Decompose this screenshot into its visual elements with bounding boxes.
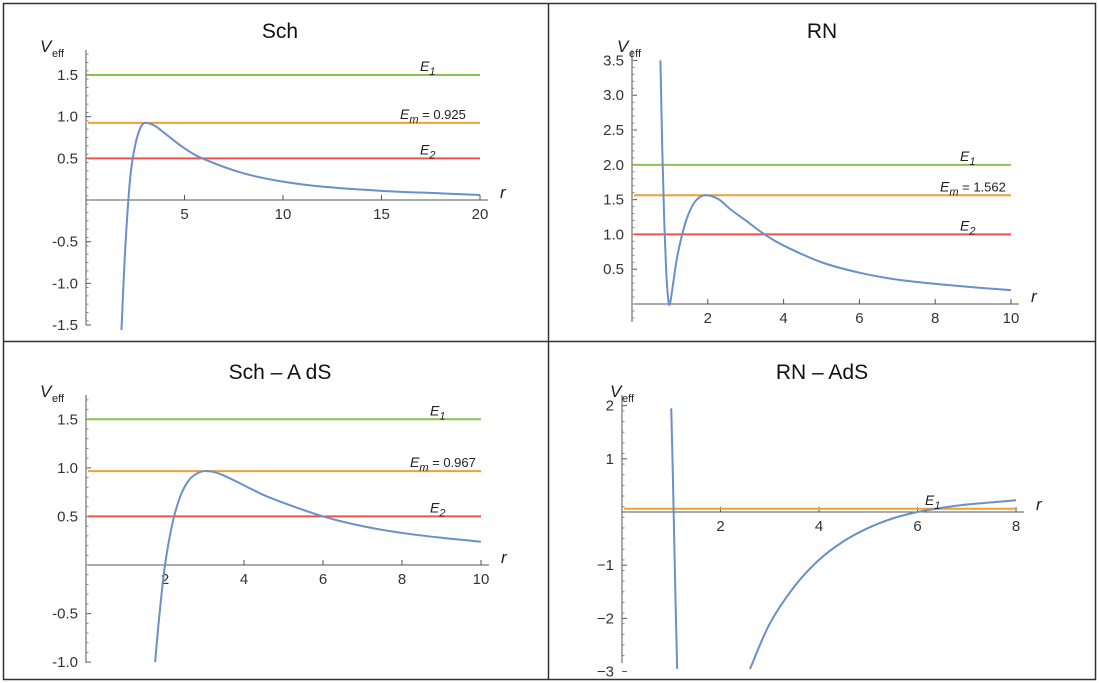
y-axis-label: V	[40, 37, 53, 56]
energy-label-1: E1	[960, 148, 975, 168]
x-tick-label: 4	[779, 310, 787, 327]
y-tick-label: 2.0	[603, 157, 624, 174]
panel-title: RN	[807, 20, 837, 43]
y-tick-label: 1.5	[57, 411, 78, 428]
panel-sch-ads: Sch – A dS V eff r 2 4 6 8 10 -1.0 -0.5 0.5 1.0 1.5 E1…	[40, 361, 508, 671]
x-tick-label: 4	[240, 571, 248, 588]
x-tick-label: 2	[716, 518, 724, 535]
y-tick-label: −1	[597, 557, 614, 574]
x-axis-label: r	[501, 548, 508, 567]
panel-rn-ads: RN – AdS V eff r 2 4 6 8 −3 −2 −1 1 2 E1	[597, 361, 1043, 681]
y-tick-label: 1.0	[57, 109, 78, 126]
y-tick-label: 2	[606, 398, 614, 415]
x-tick-label: 2	[161, 571, 169, 588]
y-tick-label: 0.5	[57, 150, 78, 167]
potential-curve	[154, 470, 482, 663]
y-tick-label: 1	[606, 451, 614, 468]
x-tick-label: 8	[398, 571, 406, 588]
energy-label-1: E1	[925, 492, 940, 512]
y-axis-label-sub: eff	[52, 48, 65, 60]
panel-title: Sch	[262, 20, 298, 43]
x-tick-label: 4	[815, 518, 823, 535]
y-tick-label: 3.0	[603, 87, 624, 104]
panel-sch: Sch V eff r 5 10 15 20 -1.5 -1.0 -0.5 0.5 1.0 1.5 E1 Em…	[40, 20, 507, 334]
panel-title: Sch – A dS	[229, 361, 332, 384]
energy-label-2: E2	[430, 499, 445, 519]
potential-curve	[659, 60, 1012, 306]
x-tick-label: 10	[1003, 310, 1020, 327]
y-axis-label-sub: eff	[52, 393, 65, 405]
x-tick-label: 5	[180, 206, 188, 223]
y-tick-label: -1.0	[52, 275, 78, 292]
x-tick-label: 15	[373, 206, 390, 223]
energy-label-1: E1	[420, 58, 435, 78]
y-tick-label: 1.0	[603, 226, 624, 243]
y-tick-label: -1.0	[52, 654, 78, 671]
energy-label-2: E2	[960, 217, 975, 237]
panel-title: RN – AdS	[776, 361, 868, 384]
x-tick-label: 6	[855, 310, 863, 327]
y-axis-label: V	[610, 382, 623, 401]
energy-label-m: Em = 0.925	[400, 106, 466, 126]
x-axis-label: r	[1031, 287, 1038, 306]
y-tick-label: 0.5	[603, 261, 624, 278]
x-axis-label: r	[1036, 495, 1043, 514]
y-tick-label: 0.5	[57, 508, 78, 525]
x-tick-label: 2	[704, 310, 712, 327]
y-tick-label: 3.5	[603, 52, 624, 69]
y-tick-label: 1.5	[57, 67, 78, 84]
x-tick-label: 20	[472, 206, 489, 223]
potential-curve	[749, 499, 1017, 670]
x-tick-label: 6	[319, 571, 327, 588]
energy-label-2: E2	[420, 141, 435, 161]
x-axis-label: r	[500, 183, 507, 202]
energy-label-m: Em = 1.562	[940, 178, 1006, 198]
y-tick-label: -1.5	[52, 317, 78, 334]
energy-label-1: E1	[430, 402, 445, 422]
y-axis-label: V	[617, 37, 630, 56]
y-tick-label: 1.5	[603, 192, 624, 209]
y-tick-label: 1.0	[57, 460, 78, 477]
y-tick-label: -0.5	[52, 606, 78, 623]
y-tick-label: −3	[597, 664, 614, 681]
y-axis-label-sub: eff	[629, 48, 642, 60]
panel-rn: RN V eff r 2 4 6 8 10 0.5 1.0 1.5 2.0 2.5 3.0 3.5 E1 Em =…	[603, 20, 1038, 327]
x-tick-label: 10	[275, 206, 292, 223]
x-tick-label: 6	[913, 518, 921, 535]
potential-curve	[120, 121, 481, 331]
potential-curve	[670, 408, 679, 669]
x-tick-label: 8	[931, 310, 939, 327]
y-tick-label: 2.5	[603, 122, 624, 139]
y-axis-label: V	[40, 382, 53, 401]
x-tick-label: 8	[1012, 518, 1020, 535]
x-tick-label: 10	[473, 571, 490, 588]
y-tick-label: −2	[597, 610, 614, 627]
energy-label-m: Em = 0.967	[410, 454, 476, 474]
y-tick-label: -0.5	[52, 234, 78, 251]
y-axis-label-sub: eff	[622, 393, 635, 405]
